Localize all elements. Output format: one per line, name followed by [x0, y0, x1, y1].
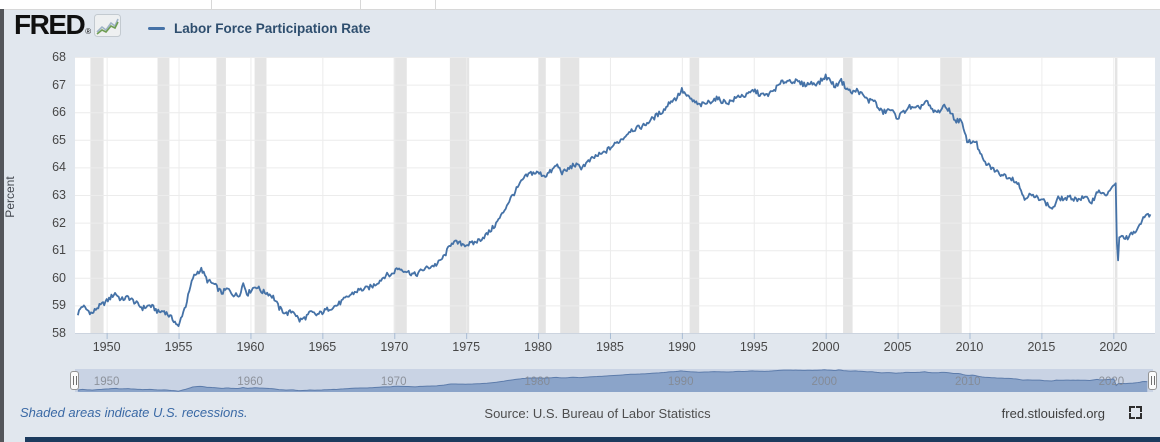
line-chart-icon	[94, 14, 122, 37]
navigator-left-handle[interactable]	[70, 371, 79, 390]
lfpr-series-line	[77, 73, 1152, 328]
x-tick-label: 1985	[596, 340, 624, 354]
navigator-year-label: 2010	[955, 376, 981, 388]
y-tick-label: 62	[52, 215, 66, 230]
legend: Labor Force Participation Rate	[148, 21, 371, 36]
navigator-year-label: 1950	[94, 376, 120, 388]
navigator-year-label: 2000	[812, 376, 838, 388]
y-tick-label: 65	[52, 132, 66, 147]
y-tick-label: 66	[52, 105, 66, 120]
range-navigator[interactable]: 1950 1960 1970 1980 1990 2000 2010 2020	[75, 369, 1153, 392]
page-divider	[211, 0, 212, 9]
navigator-year-label: 1970	[381, 376, 407, 388]
x-tick-label: 1995	[739, 340, 768, 354]
navigator-right-handle[interactable]	[1148, 371, 1157, 390]
fred-logo[interactable]: FRED ®	[14, 9, 122, 40]
source-text: Source: U.S. Bureau of Labor Statistics	[484, 406, 711, 421]
y-tick-label: 68	[52, 50, 66, 64]
legend-line-sample	[148, 27, 165, 30]
registered-trademark: ®	[85, 27, 92, 36]
y-tick-label: 67	[52, 77, 66, 92]
page-divider	[360, 0, 361, 9]
x-tick-label: 2020	[1099, 340, 1128, 354]
x-tick-label: 2010	[955, 340, 984, 354]
fullscreen-icon[interactable]	[1129, 406, 1142, 419]
y-tick-label: 64	[52, 160, 66, 175]
bottom-bar	[25, 437, 1160, 442]
page-top-strip	[0, 0, 1160, 10]
x-tick-label: 1960	[236, 340, 265, 354]
y-tick-label: 60	[52, 270, 66, 285]
x-tick-label: 1950	[92, 340, 121, 354]
x-tick-label: 2015	[1027, 340, 1056, 354]
x-tick-label: 1970	[380, 340, 409, 354]
left-edge-bar	[0, 9, 4, 442]
navigator-area	[77, 369, 1148, 392]
x-tick-label: 1980	[524, 340, 552, 354]
x-tick-label: 1975	[452, 340, 481, 354]
fred-site-link[interactable]: fred.stlouisfed.org	[1001, 406, 1105, 421]
page-divider	[435, 0, 436, 9]
y-tick-label: 63	[52, 188, 66, 202]
y-tick-label: 61	[52, 243, 66, 258]
y-tick-label: 59	[52, 298, 66, 313]
x-tick-label: 1990	[667, 340, 696, 354]
navigator-year-label: 2020	[1099, 376, 1125, 388]
x-tick-label: 1965	[308, 340, 337, 354]
line-chart-plot[interactable]	[75, 57, 1155, 340]
navigator-year-label: 1990	[668, 376, 694, 388]
navigator-year-label: 1960	[237, 376, 263, 388]
recession-note-link[interactable]: Shaded areas indicate U.S. recessions.	[20, 405, 248, 420]
y-tick-label: 58	[52, 326, 66, 340]
x-tick-label: 2005	[883, 340, 912, 354]
x-tick-label: 2000	[811, 340, 840, 354]
navigator-year-label: 1980	[524, 376, 550, 388]
y-axis-title: Percent	[3, 176, 17, 218]
navigator-area-line	[77, 369, 1148, 392]
x-tick-label: 1955	[164, 340, 193, 354]
fred-logo-text: FRED	[14, 9, 86, 40]
legend-series-label: Labor Force Participation Rate	[174, 21, 371, 36]
